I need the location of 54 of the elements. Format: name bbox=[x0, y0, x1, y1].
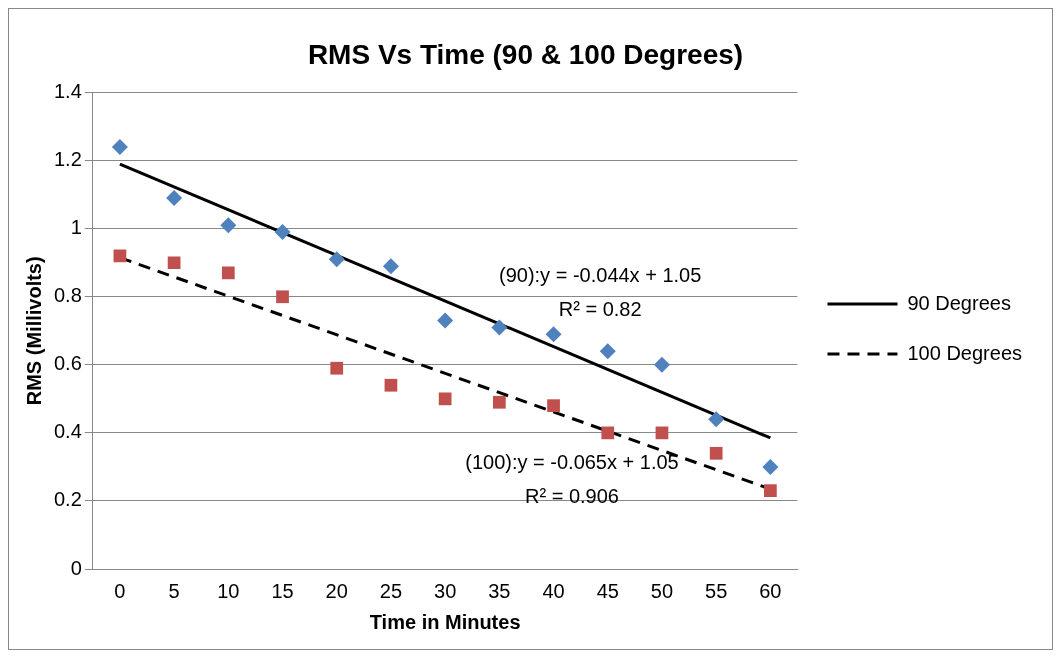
point bbox=[547, 399, 560, 413]
point bbox=[545, 326, 562, 343]
y-tick-label: 1.4 bbox=[53, 80, 82, 103]
x-tick-label: 55 bbox=[705, 579, 728, 602]
point bbox=[709, 446, 723, 460]
point bbox=[438, 392, 452, 406]
x-tick-label: 60 bbox=[759, 579, 782, 602]
x-tick-label: 0 bbox=[114, 579, 126, 602]
y-tick-label: 1 bbox=[70, 216, 82, 239]
point bbox=[330, 361, 344, 375]
y-axis-title: RMS (Millivolts) bbox=[22, 256, 45, 406]
y-tick-label: 0.8 bbox=[53, 284, 82, 307]
point bbox=[167, 256, 181, 270]
y-tick-label: 0.6 bbox=[53, 352, 82, 375]
point bbox=[382, 258, 399, 275]
x-tick-label: 20 bbox=[325, 579, 348, 602]
point bbox=[653, 356, 670, 373]
point bbox=[166, 190, 183, 207]
y-tick-label: 0.2 bbox=[53, 488, 82, 511]
legend-label: 100 Degrees bbox=[907, 341, 1023, 364]
point bbox=[762, 458, 779, 475]
point bbox=[492, 395, 506, 409]
x-tick-label: 5 bbox=[168, 579, 180, 602]
y-tick-label: 0 bbox=[70, 556, 82, 579]
legend-label: 90 Degrees bbox=[907, 291, 1011, 314]
point bbox=[220, 217, 237, 234]
annotation: R² = 0.82 bbox=[558, 297, 642, 320]
x-tick-label: 40 bbox=[542, 579, 565, 602]
point bbox=[437, 312, 454, 329]
x-axis-title: Time in Minutes bbox=[369, 610, 521, 633]
y-tick-label: 1.2 bbox=[53, 148, 82, 171]
x-tick-label: 30 bbox=[434, 579, 457, 602]
x-tick-label: 50 bbox=[650, 579, 674, 602]
x-tick-label: 35 bbox=[488, 579, 511, 602]
x-tick-label: 25 bbox=[379, 579, 403, 602]
point bbox=[599, 343, 616, 360]
point bbox=[111, 139, 128, 156]
chart-title: RMS Vs Time (90 & 100 Degrees) bbox=[307, 38, 744, 70]
point bbox=[384, 378, 398, 392]
point bbox=[601, 426, 615, 440]
point bbox=[708, 411, 725, 428]
point bbox=[221, 266, 235, 280]
annotation: (90):y = -0.044x + 1.05 bbox=[499, 263, 702, 286]
x-tick-label: 15 bbox=[271, 579, 294, 602]
annotation: (100):y = -0.065x + 1.05 bbox=[465, 451, 679, 474]
point bbox=[328, 251, 345, 268]
point bbox=[276, 290, 289, 304]
point bbox=[491, 319, 508, 336]
point bbox=[764, 484, 777, 498]
point bbox=[274, 224, 291, 241]
annotation: R² = 0.906 bbox=[525, 485, 619, 508]
x-tick-label: 10 bbox=[217, 579, 240, 602]
x-tick-label: 45 bbox=[596, 579, 619, 602]
y-tick-label: 0.4 bbox=[53, 420, 82, 443]
